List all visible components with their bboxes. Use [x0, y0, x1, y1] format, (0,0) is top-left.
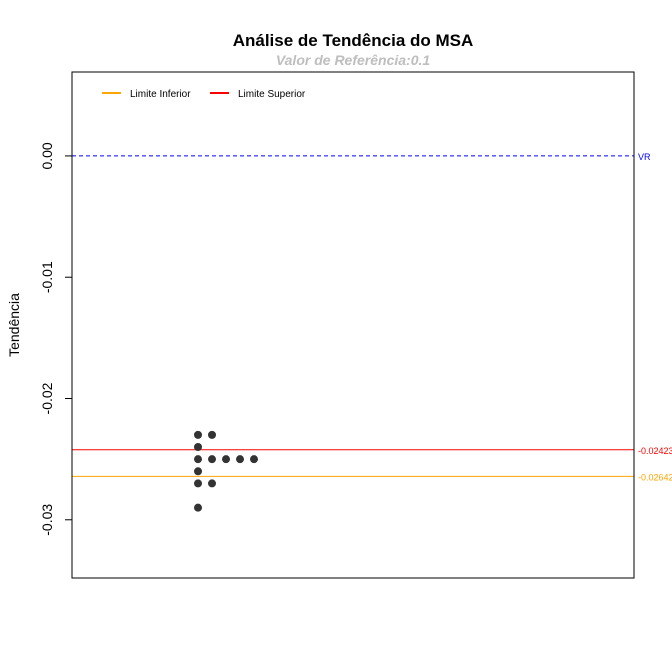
data-point: [222, 455, 231, 464]
data-point: [208, 479, 217, 488]
legend-label-inferior: Limite Inferior: [130, 89, 191, 100]
data-point: [236, 455, 245, 464]
data-point: [208, 430, 217, 439]
y-tick-label: -0.02: [39, 382, 55, 414]
data-point: [194, 503, 203, 512]
y-tick-label: -0.01: [39, 261, 55, 293]
legend-label-superior: Limite Superior: [238, 89, 306, 100]
data-point: [250, 455, 259, 464]
chart-title: Análise de Tendência do MSA: [233, 31, 474, 50]
data-point: [194, 467, 203, 476]
y-tick-label: -0.03: [39, 504, 55, 536]
y-tick-label: 0.00: [39, 142, 55, 169]
reference-line-label: -0.02423: [638, 446, 672, 456]
legend: Limite Inferior Limite Superior: [102, 89, 306, 100]
reference-line-label: VR: [638, 152, 651, 162]
chart-subtitle: Valor de Referência:0.1: [276, 52, 431, 68]
data-point: [194, 430, 203, 439]
data-point: [208, 455, 217, 464]
data-point: [194, 479, 203, 488]
y-axis-label: Tendência: [6, 293, 22, 357]
data-point: [194, 443, 203, 452]
data-point: [194, 455, 203, 464]
plot-frame: [71, 71, 635, 579]
reference-line-label: -0.02642: [638, 472, 672, 482]
